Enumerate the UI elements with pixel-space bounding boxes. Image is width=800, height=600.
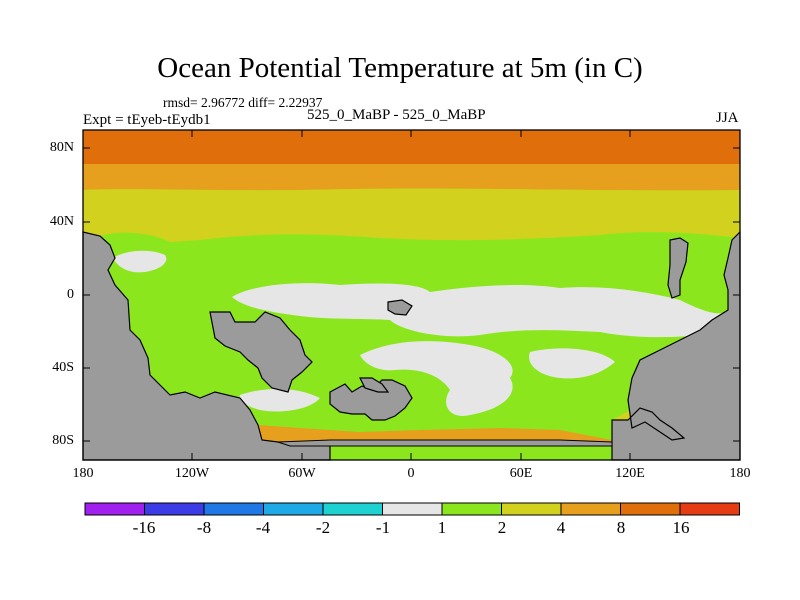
colorbar-box [382,502,443,516]
colorbar-box [501,502,562,516]
colorbar-label: 2 [497,518,507,537]
x-tick-label: 60W [288,466,316,481]
white-zone-north [232,283,728,338]
colorbar-box [203,502,264,516]
land-east-strip [667,237,689,299]
band-yellow-north [83,188,740,242]
x-tick-label: 180 [72,466,94,481]
land-south-island [329,379,413,421]
x-tick-label: 120W [174,466,210,481]
colorbar-box [441,502,502,516]
y-tick-label: 40S [52,360,74,375]
land-equator-island [387,299,413,316]
colorbar-box [679,502,740,516]
colorbar-box [84,502,145,516]
x-tick-label: 60E [509,466,533,481]
experiment-label: Expt = tEyeb-tEydb1 [83,112,211,128]
x-tick-label: 0 [407,466,415,481]
colorbar-label: 16 [672,518,690,537]
colorbar-box [144,502,205,516]
land-small-island [359,377,390,393]
colorbar-box [560,502,621,516]
y-tick-label: 80S [52,433,74,448]
colorbar-label: -16 [132,518,156,537]
white-zone-east [529,348,615,379]
land-east-continent [611,230,741,461]
colorbar-label: -4 [255,518,271,537]
y-tick-label: 0 [67,287,74,302]
land-central-island [209,311,313,393]
tick-marks [82,130,741,460]
colorbar-label: -8 [196,518,212,537]
land-south-strip [277,439,613,447]
colorbar-label: -2 [315,518,331,537]
white-zone-south [239,388,320,412]
map-panel [82,129,741,461]
y-tick-label: 80N [49,140,74,155]
colorbar-label: 1 [437,518,447,537]
map-title: Ocean Potential Temperature at 5m (in C) [157,52,643,84]
colorbar-label: 8 [616,518,626,537]
colorbar-label: 4 [556,518,566,537]
x-tick-label: 120E [615,466,645,481]
colorbar-box [263,502,324,516]
season-label: JJA [716,110,739,126]
colorbar-box [620,502,681,516]
colorbar-box [322,502,383,516]
colorbar [84,502,740,516]
period-label: 525_0_MaBP - 525_0_MaBP [307,107,486,123]
stats-text: rmsd= 2.96772 diff= 2.22937 [163,95,323,110]
white-zone-patch-west [113,250,167,273]
x-tick-label: 180 [729,466,751,481]
y-tick-label: 40N [49,214,74,229]
colorbar-label: -1 [375,518,391,537]
white-zone-central [360,341,513,416]
band-orange-north [83,164,740,191]
